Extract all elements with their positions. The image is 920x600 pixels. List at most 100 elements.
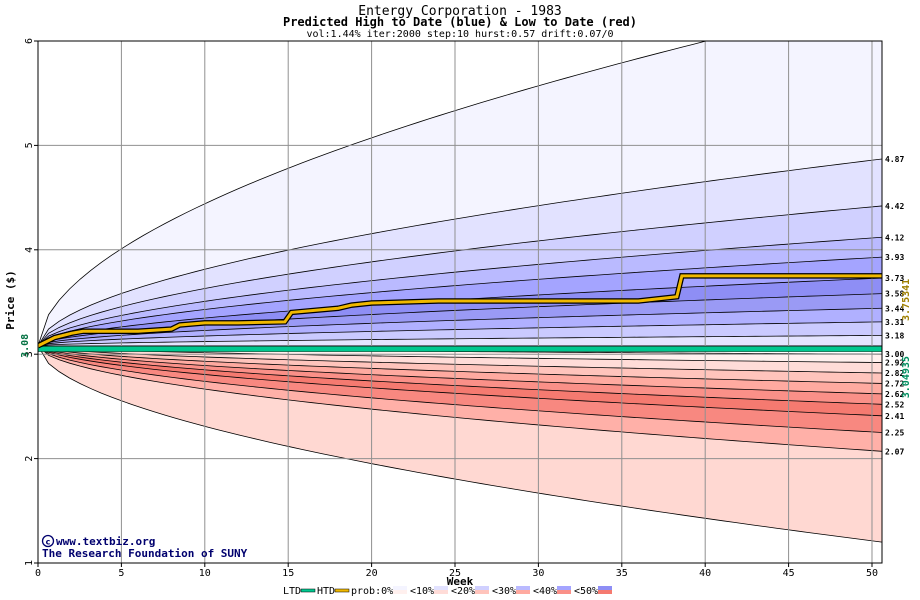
x-axis-label: Week <box>447 575 474 588</box>
high-band-7 <box>38 308 882 346</box>
y-tick-label: 5 <box>24 142 35 148</box>
legend-label: prob:0% <box>351 586 393 597</box>
quantile-end-label: 2.82 <box>885 369 904 378</box>
high-band-3 <box>38 237 882 346</box>
quantile-end-label: 3.93 <box>885 253 904 262</box>
quantile-line <box>38 256 882 347</box>
quantile-line <box>38 41 708 346</box>
quantile-line <box>38 335 882 347</box>
y-axis-label: Price ($) <box>4 270 17 330</box>
legend-label: <30% <box>492 586 516 597</box>
quantile-line <box>38 321 882 347</box>
quantile-end-label: 3.44 <box>885 304 904 313</box>
ltd-end-label: 3.04935 <box>901 356 912 398</box>
legend-swatch-high <box>557 586 571 590</box>
x-tick-label: 40 <box>699 568 711 579</box>
quantile-line <box>38 345 882 395</box>
low-band-1 <box>38 345 882 373</box>
y-tick-label: 3 <box>24 351 35 357</box>
high-band-1 <box>38 158 882 346</box>
legend-swatch-low <box>434 590 448 594</box>
quantile-line <box>38 345 882 543</box>
copyright-icon-glyph: c <box>46 538 51 547</box>
x-tick-label: 30 <box>532 568 544 579</box>
legend-line-swatch <box>300 588 316 593</box>
quantile-line <box>38 158 882 347</box>
x-tick-label: 45 <box>783 568 795 579</box>
legend-swatch-low <box>475 590 489 594</box>
chart-params: vol:1.44% iter:2000 step:10 hurst:0.57 d… <box>306 29 613 40</box>
htd-end-label: 3.75341 <box>901 279 912 321</box>
high-band-9 <box>38 335 882 346</box>
high-band-4 <box>38 257 882 346</box>
legend-swatch-low <box>557 590 571 594</box>
quantile-end-label: 3.18 <box>885 331 904 340</box>
quantile-labels: 4.87 4.42 4.12 3.93 3.73 3.58 3.44 3.31 3.18 3.00… <box>885 155 912 456</box>
quantile-end-label: 3.00 <box>885 350 904 359</box>
legend: LTD HTD prob:0% <10% <20% <30% <40% <50% <box>283 586 612 597</box>
legend-label: <40% <box>533 586 557 597</box>
copyright-icon <box>41 534 55 548</box>
quantile-end-label: 3.58 <box>885 290 904 299</box>
x-tick-label: 20 <box>366 568 378 579</box>
quantile-end-label: 3.31 <box>885 318 904 327</box>
legend-label: <20% <box>451 586 475 597</box>
x-tick-label: 15 <box>282 568 294 579</box>
credits: c www.textbiz.org The Research Foundatio… <box>41 534 248 560</box>
quantile-line <box>38 345 882 384</box>
quantile-line <box>38 345 882 374</box>
chart-subtitle: Predicted High to Date (blue) & Low to D… <box>283 15 637 29</box>
legend-label: LTD <box>283 586 301 597</box>
y-tick-label: 6 <box>24 38 35 44</box>
quantile-line <box>38 236 882 347</box>
low-band-6 <box>38 345 882 433</box>
probability-bands <box>38 41 882 563</box>
x-tick-label: 5 <box>118 568 124 579</box>
chart-title: Entergy Corporation - 1983 <box>358 4 562 19</box>
plot-frame <box>37 40 883 564</box>
legend-swatch-high <box>516 586 530 590</box>
legend-swatch-high <box>598 586 612 590</box>
legend-swatch-low <box>393 590 407 594</box>
low-band-3 <box>38 345 882 394</box>
quantile-line <box>38 307 882 347</box>
quantile-end-label: 2.62 <box>885 390 904 399</box>
y-tick-label: 4 <box>24 247 35 253</box>
quantile-line <box>38 345 882 433</box>
quantile-end-label: 2.72 <box>885 379 904 388</box>
quantile-line <box>38 345 882 405</box>
x-tick-label: 10 <box>199 568 211 579</box>
high-band-2 <box>38 205 882 346</box>
x-tick-label: 35 <box>616 568 628 579</box>
quantile-end-label: 3.73 <box>885 274 904 283</box>
quantile-end-label: 2.41 <box>885 412 904 421</box>
x-tick-label: 50 <box>866 568 878 579</box>
y-tick-label: 2 <box>24 456 35 462</box>
quantile-line <box>38 345 882 452</box>
quantile-line <box>38 345 882 363</box>
quantile-end-label: 4.12 <box>885 233 904 242</box>
start-price-label: 3.08 <box>20 334 31 358</box>
quantile-end-label: 2.92 <box>885 359 904 368</box>
high-band-6 <box>38 293 882 346</box>
legend-swatch-high <box>434 586 448 590</box>
high-band-0 <box>38 41 882 346</box>
legend-label: HTD <box>317 586 335 597</box>
low-band-7 <box>38 345 882 452</box>
quantile-end-label: 4.87 <box>885 155 904 164</box>
low-band-5 <box>38 345 882 416</box>
x-tick-label: 0 <box>35 568 41 579</box>
quantile-line <box>38 345 882 417</box>
legend-swatch-low <box>516 590 530 594</box>
legend-label: <10% <box>410 586 434 597</box>
legend-line-swatch <box>334 588 350 593</box>
quantile-end-label: 2.07 <box>885 447 904 456</box>
legend-label: <50% <box>574 586 598 597</box>
credit-url[interactable]: www.textbiz.org <box>56 535 155 548</box>
low-band-4 <box>38 345 882 405</box>
legend-swatch-high <box>393 586 407 590</box>
ltd-line <box>38 346 882 352</box>
x-tick-label: 25 <box>449 568 461 579</box>
